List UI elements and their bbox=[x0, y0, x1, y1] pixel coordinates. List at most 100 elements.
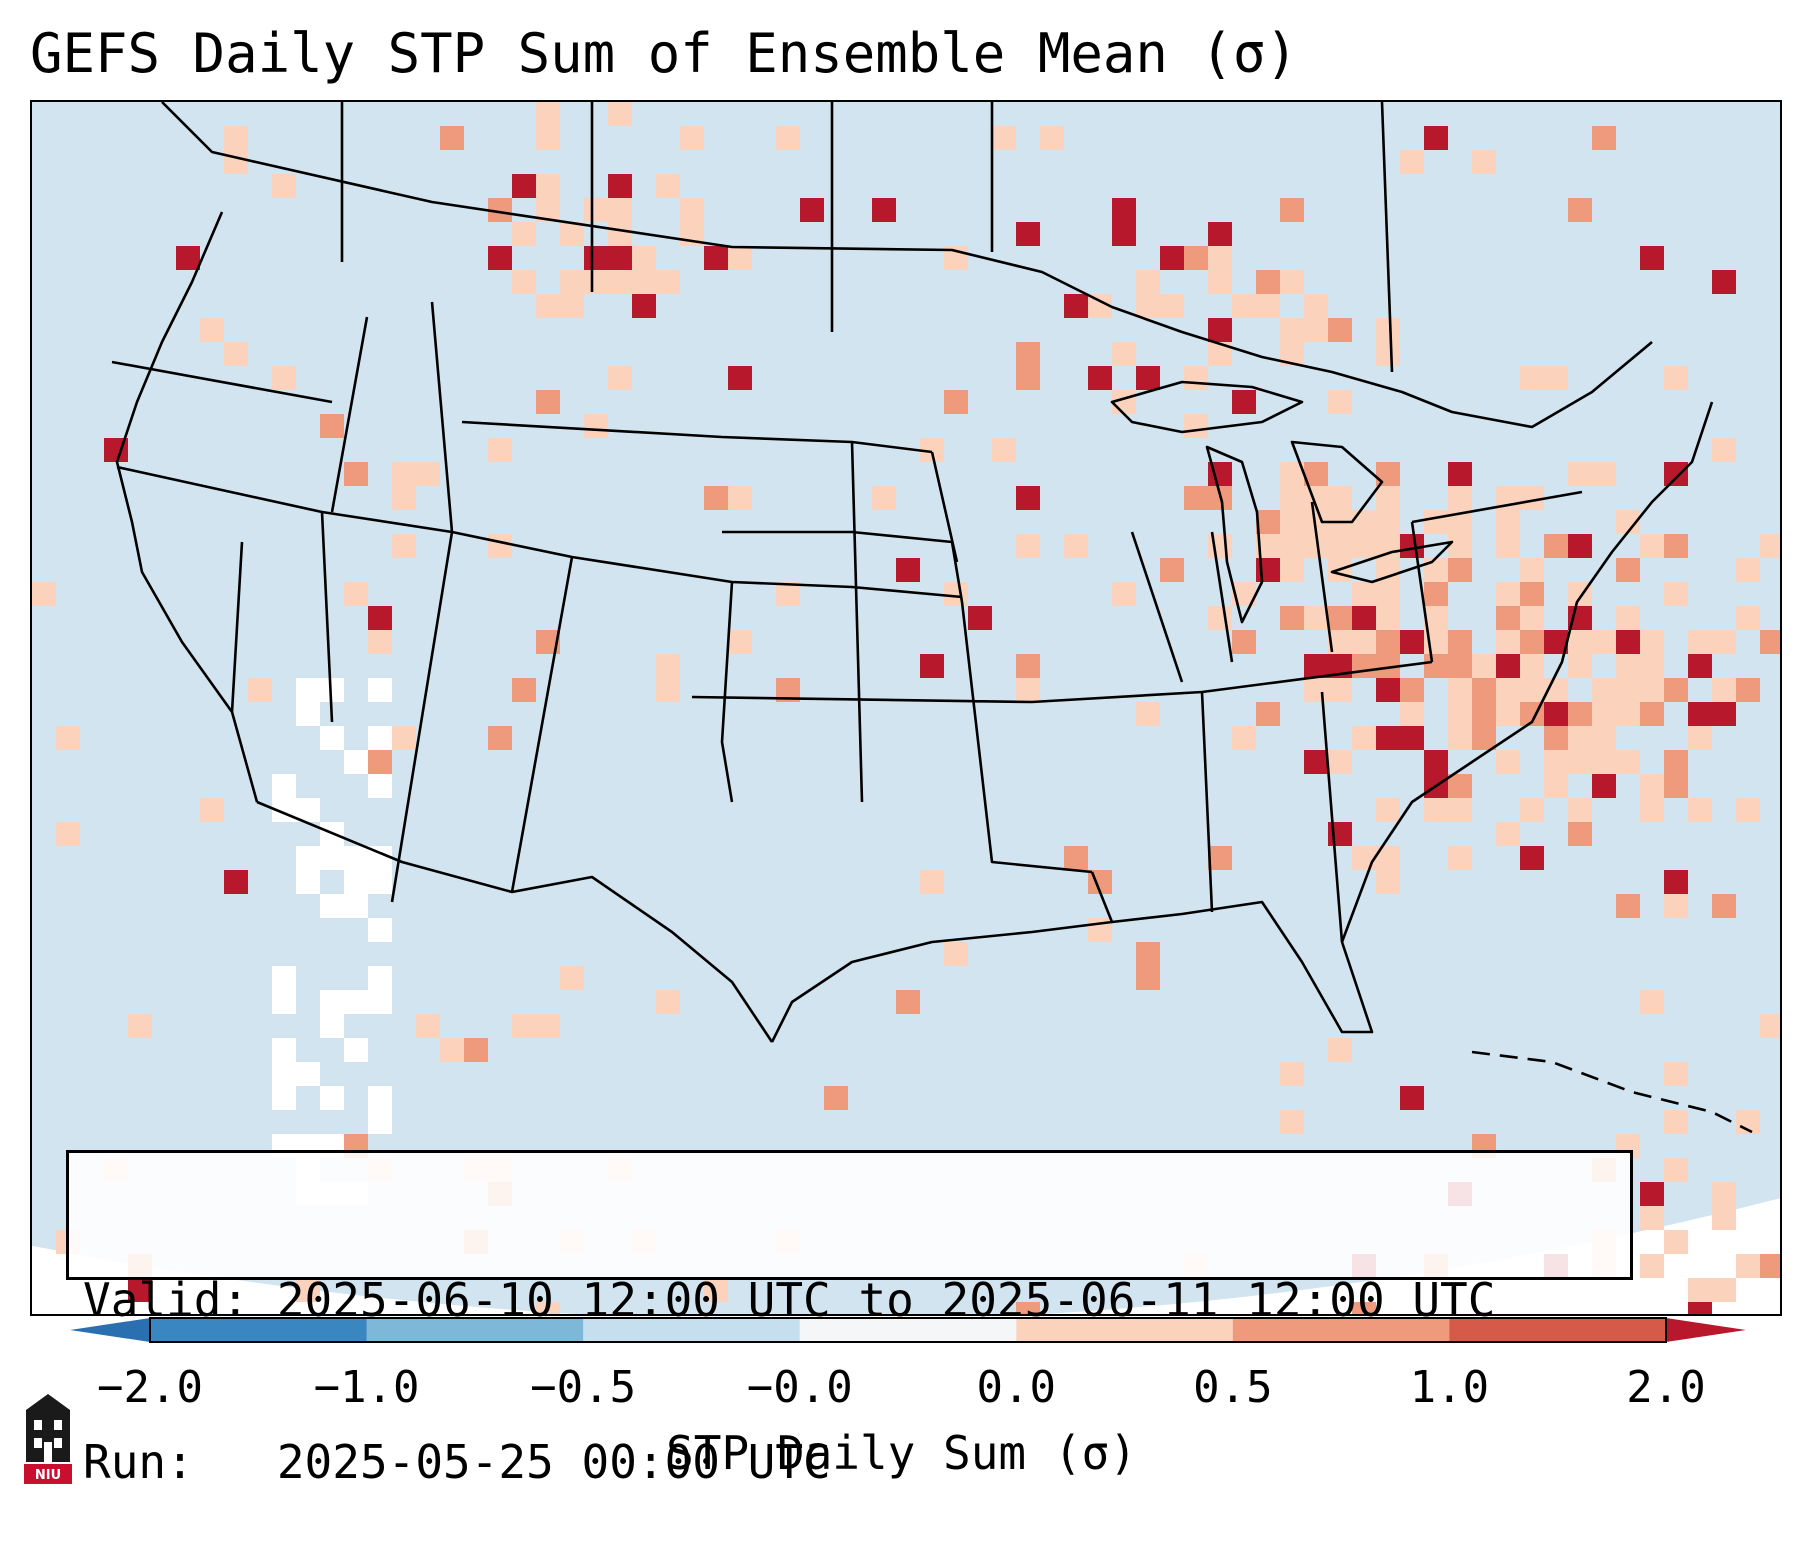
anomaly-cell bbox=[1280, 270, 1304, 294]
anomaly-cell bbox=[1448, 798, 1472, 822]
anomaly-cell bbox=[560, 966, 584, 990]
anomaly-cell bbox=[1160, 294, 1184, 318]
anomaly-cell bbox=[1664, 582, 1688, 606]
anomaly-cell bbox=[1544, 534, 1568, 558]
neutral-cell bbox=[344, 990, 368, 1014]
anomaly-cell bbox=[1304, 294, 1328, 318]
anomaly-cell bbox=[1256, 270, 1280, 294]
anomaly-cell bbox=[392, 486, 416, 510]
anomaly-cell bbox=[1304, 654, 1328, 678]
east-coast bbox=[1340, 401, 1714, 943]
anomaly-cell bbox=[1448, 558, 1472, 582]
anomaly-cell bbox=[560, 294, 584, 318]
neutral-cell bbox=[344, 894, 368, 918]
anomaly-cell bbox=[656, 654, 680, 678]
anomaly-cell bbox=[1544, 702, 1568, 726]
colorbar-bin bbox=[799, 1318, 1017, 1342]
anomaly-cell bbox=[1424, 654, 1448, 678]
cuba bbox=[1471, 1050, 1753, 1134]
anomaly-cell bbox=[1448, 486, 1472, 510]
anomaly-cell bbox=[1136, 966, 1160, 990]
anomaly-cell bbox=[1280, 558, 1304, 582]
anomaly-cell bbox=[1520, 678, 1544, 702]
colorbar bbox=[70, 1317, 1746, 1343]
anomaly-cell bbox=[1328, 318, 1352, 342]
anomaly-cell bbox=[1016, 342, 1040, 366]
anomaly-cell bbox=[1520, 846, 1544, 870]
anomaly-cell bbox=[1664, 870, 1688, 894]
anomaly-cell bbox=[296, 1278, 320, 1302]
anomaly-cell bbox=[1112, 222, 1136, 246]
anomaly-cell bbox=[1208, 318, 1232, 342]
anomaly-cell bbox=[128, 1014, 152, 1038]
anomaly-cell bbox=[1136, 270, 1160, 294]
neutral-cell bbox=[296, 798, 320, 822]
anomaly-cell bbox=[1064, 846, 1088, 870]
anomaly-cell bbox=[1064, 534, 1088, 558]
anomaly-cell bbox=[1280, 510, 1304, 534]
neutral-cell bbox=[368, 726, 392, 750]
anomaly-cell bbox=[1520, 654, 1544, 678]
colorbar-tick-label: −0.0 bbox=[746, 1362, 853, 1413]
anomaly-cell bbox=[1400, 702, 1424, 726]
anomaly-cell bbox=[728, 486, 752, 510]
anomaly-cell bbox=[584, 198, 608, 222]
neutral-cell bbox=[368, 1086, 392, 1110]
anomaly-cell bbox=[1616, 606, 1640, 630]
anomaly-cell bbox=[1688, 1302, 1712, 1314]
anomaly-cell bbox=[728, 246, 752, 270]
anomaly-cell bbox=[368, 630, 392, 654]
anomaly-cell bbox=[632, 294, 656, 318]
anomaly-cell bbox=[584, 246, 608, 270]
anomaly-cell bbox=[1400, 534, 1424, 558]
anomaly-cell bbox=[1016, 366, 1040, 390]
university-building-icon: NIU bbox=[24, 1394, 72, 1484]
neutral-cell bbox=[296, 1062, 320, 1086]
anomaly-cell bbox=[608, 246, 632, 270]
neutral-cell bbox=[272, 1062, 296, 1086]
anomaly-cell bbox=[1616, 894, 1640, 918]
anomaly-cell bbox=[1472, 702, 1496, 726]
anomaly-cell bbox=[1376, 798, 1400, 822]
anomaly-cell bbox=[1208, 846, 1232, 870]
anomaly-cell bbox=[464, 1038, 488, 1062]
anomaly-cell bbox=[1448, 678, 1472, 702]
lake-superior bbox=[1110, 380, 1304, 434]
anomaly-cell bbox=[1568, 750, 1592, 774]
anomaly-cell bbox=[536, 1014, 560, 1038]
anomaly-cell bbox=[1352, 510, 1376, 534]
anomaly-cell bbox=[1568, 822, 1592, 846]
anomaly-cell bbox=[1688, 726, 1712, 750]
anomaly-cell bbox=[1280, 486, 1304, 510]
state-lines bbox=[111, 301, 1583, 943]
neutral-cell bbox=[272, 966, 296, 990]
anomaly-cell bbox=[1640, 534, 1664, 558]
anomaly-cell bbox=[1640, 630, 1664, 654]
anomaly-cell bbox=[1496, 822, 1520, 846]
anomaly-cell bbox=[224, 150, 248, 174]
gulf-coast bbox=[770, 900, 1374, 1043]
anomaly-cell bbox=[1568, 798, 1592, 822]
colorbar-bin bbox=[1232, 1318, 1450, 1342]
anomaly-cell bbox=[1712, 1182, 1736, 1206]
run-time-line: Run: 2025-05-25 00:00 UTC bbox=[83, 1435, 831, 1489]
anomaly-cell bbox=[1520, 630, 1544, 654]
anomaly-cell bbox=[1712, 438, 1736, 462]
anomaly-cell bbox=[248, 678, 272, 702]
anomaly-cell bbox=[416, 1014, 440, 1038]
anomaly-cell bbox=[1376, 342, 1400, 366]
neutral-cell bbox=[296, 702, 320, 726]
anomaly-cell bbox=[344, 582, 368, 606]
anomaly-cell bbox=[1280, 1110, 1304, 1134]
anomaly-cell bbox=[1208, 222, 1232, 246]
anomaly-cell bbox=[1424, 582, 1448, 606]
anomaly-cell bbox=[1136, 702, 1160, 726]
anomaly-cell bbox=[1016, 222, 1040, 246]
anomaly-cell bbox=[1136, 294, 1160, 318]
anomaly-cell bbox=[1712, 1206, 1736, 1230]
neutral-cell bbox=[296, 870, 320, 894]
anomaly-cell bbox=[536, 294, 560, 318]
anomaly-cell bbox=[1640, 774, 1664, 798]
anomaly-cell bbox=[560, 222, 584, 246]
anomaly-cell bbox=[1616, 678, 1640, 702]
